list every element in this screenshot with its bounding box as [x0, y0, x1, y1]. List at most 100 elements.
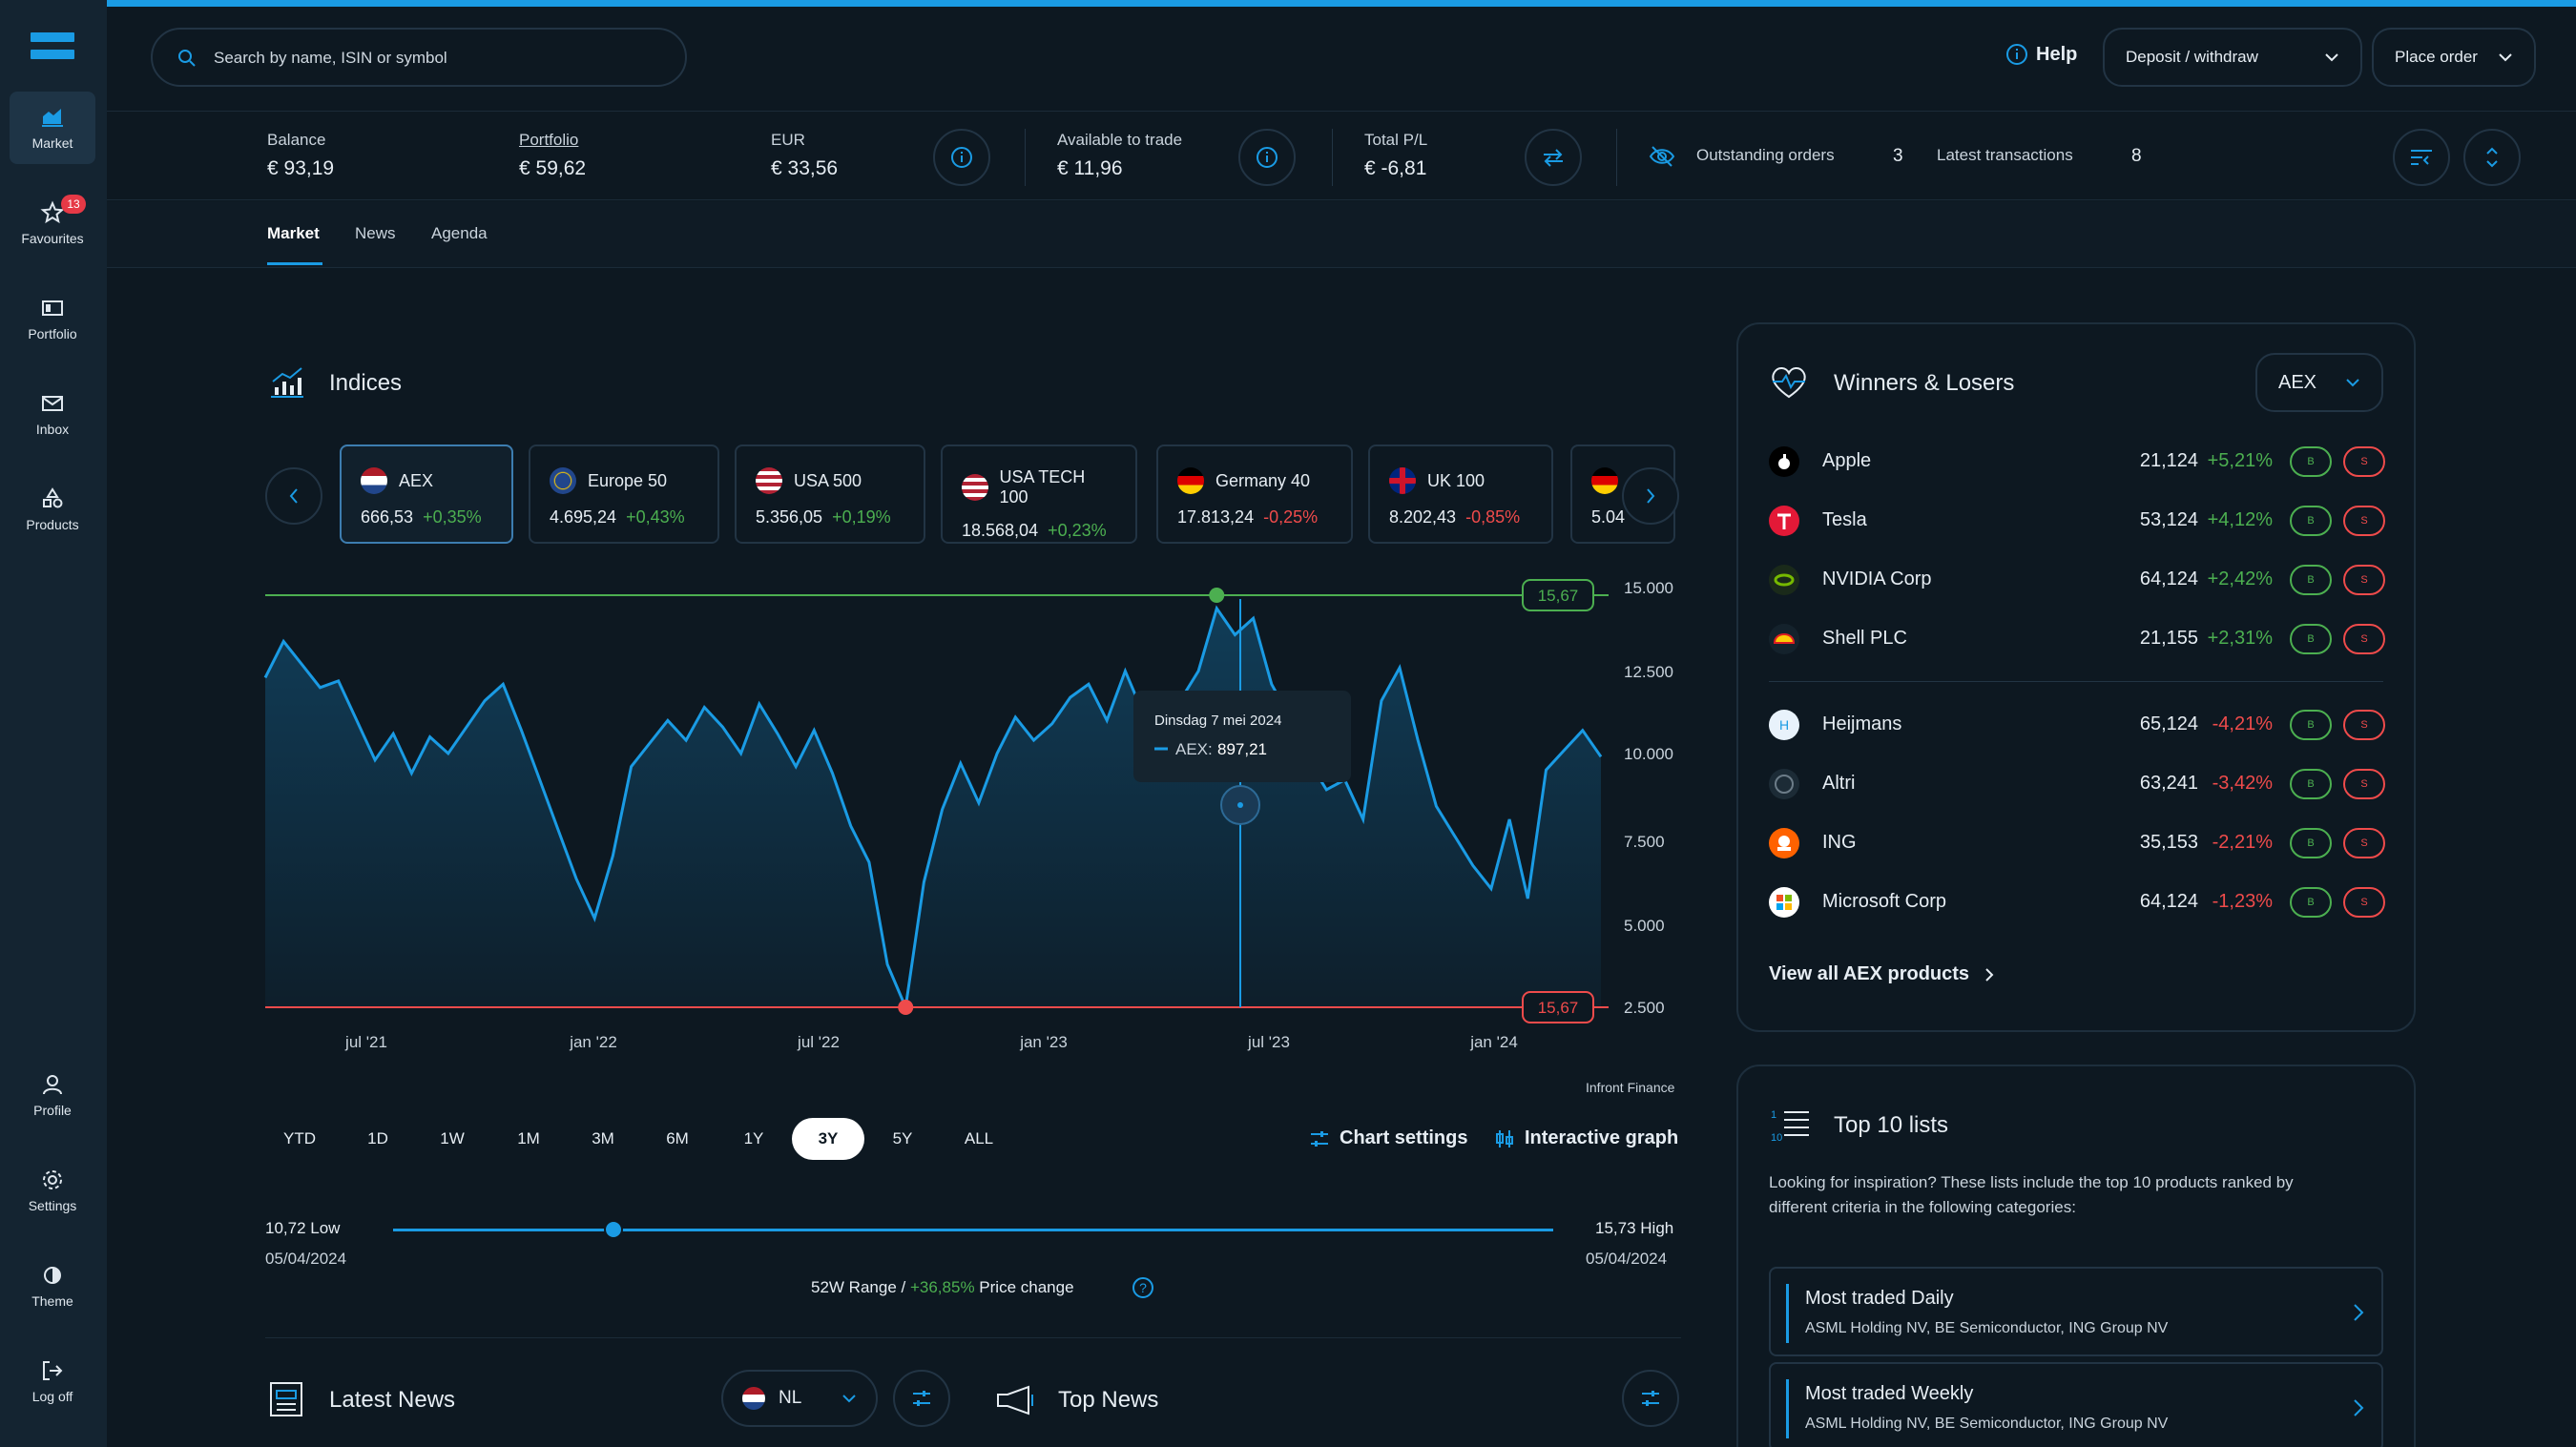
nl-flag-icon — [742, 1387, 765, 1410]
winner-row-shell[interactable]: Shell PLC 21,155 +2,31% B S — [1769, 620, 2385, 658]
portfolio-link[interactable]: Portfolio — [519, 131, 579, 149]
help-button[interactable]: Help — [2005, 43, 2077, 66]
winner-row-tesla[interactable]: Tesla 53,124 +4,12% B S — [1769, 502, 2385, 540]
list-most-traded-weekly[interactable]: Most traded Weekly ASML Holding NV, BE S… — [1769, 1362, 2383, 1447]
buy-button[interactable]: B — [2290, 565, 2332, 595]
sidebar-item-products[interactable]: Products — [10, 473, 95, 546]
sell-button[interactable]: S — [2343, 446, 2385, 477]
index-card-germany-40[interactable]: Germany 40 17.813,24 -0,25% — [1156, 444, 1353, 544]
stock-price: 63,241 — [2139, 773, 2198, 794]
sidebar-item-logoff[interactable]: Log off — [10, 1345, 95, 1417]
range-3m[interactable]: 3M — [592, 1129, 614, 1147]
altri-icon — [1769, 769, 1799, 799]
tab-market[interactable]: Market — [267, 224, 320, 242]
list-most-traded-daily[interactable]: Most traded Daily ASML Holding NV, BE Se… — [1769, 1267, 2383, 1356]
sell-button[interactable]: S — [2343, 624, 2385, 654]
range-1w[interactable]: 1W — [440, 1129, 465, 1147]
latest-transactions[interactable]: Latest transactions — [1937, 146, 2073, 165]
range-1d[interactable]: 1D — [367, 1129, 388, 1147]
sidebar-item-theme[interactable]: Theme — [10, 1250, 95, 1322]
indices-prev-button[interactable] — [265, 467, 322, 525]
buy-button[interactable]: B — [2290, 887, 2332, 918]
loser-row-microsoft[interactable]: Microsoft Corp 64,124 -1,23% B S — [1769, 883, 2385, 921]
index-card-aex[interactable]: AEX 666,53 +0,35% — [340, 444, 513, 544]
buy-button[interactable]: B — [2290, 710, 2332, 740]
stock-price: 21,124 — [2139, 450, 2198, 471]
sell-button[interactable]: S — [2343, 887, 2385, 918]
market-select[interactable]: AEX — [2255, 353, 2383, 412]
pl-value: € -6,81 — [1364, 157, 1427, 179]
available-value: € 11,96 — [1057, 157, 1123, 179]
buy-button[interactable]: B — [2290, 624, 2332, 654]
deposit-withdraw-dropdown[interactable]: Deposit / withdraw — [2103, 28, 2362, 87]
range-1y[interactable]: 1Y — [743, 1129, 764, 1147]
tab-news[interactable]: News — [355, 224, 396, 242]
filter-list-button[interactable] — [2393, 129, 2450, 186]
loser-row-heijmans[interactable]: H Heijmans 65,124 -4,21% B S — [1769, 706, 2385, 744]
latest-news-title: Latest News — [329, 1387, 456, 1413]
range-price-change: +36,85% — [909, 1278, 975, 1296]
view-all-link[interactable]: View all AEX products — [1769, 963, 1994, 985]
loser-row-ing[interactable]: ING 35,153 -2,21% B S — [1769, 824, 2385, 862]
country-select[interactable]: NL — [721, 1370, 878, 1427]
stock-change: +4,12% — [2207, 509, 2273, 530]
range-1m[interactable]: 1M — [517, 1129, 540, 1147]
winner-row-nvidia[interactable]: NVIDIA Corp 64,124 +2,42% B S — [1769, 561, 2385, 599]
latest-news-filter-button[interactable] — [893, 1370, 950, 1427]
help-circle-icon[interactable]: ? — [1132, 1276, 1154, 1299]
sidebar-item-profile[interactable]: Profile — [10, 1059, 95, 1131]
sell-button[interactable]: S — [2343, 506, 2385, 536]
tab-agenda[interactable]: Agenda — [431, 224, 488, 242]
swap-button[interactable] — [1525, 129, 1582, 186]
winner-row-apple[interactable]: Apple 21,124 +5,21% B S — [1769, 443, 2385, 481]
top10-title: Top 10 lists — [1834, 1112, 1949, 1138]
country-label: NL — [779, 1388, 802, 1408]
outstanding-orders[interactable]: Outstanding orders — [1696, 146, 1835, 165]
index-price-chart[interactable]: 15,67 15,67 15.000 12.500 10.000 7.500 5.000… — [258, 572, 1689, 1068]
buy-button[interactable]: B — [2290, 769, 2332, 799]
sell-button[interactable]: S — [2343, 710, 2385, 740]
index-card-uk-100[interactable]: UK 100 8.202,43 -0,85% — [1368, 444, 1553, 544]
range-caption-suffix: Price change — [979, 1278, 1074, 1296]
sell-button[interactable]: S — [2343, 828, 2385, 858]
index-card-partial[interactable]: 5.04 — [1570, 444, 1675, 544]
sidebar-item-settings[interactable]: Settings — [10, 1154, 95, 1227]
eur-info-button[interactable] — [933, 129, 990, 186]
buy-button[interactable]: B — [2290, 446, 2332, 477]
range-all[interactable]: ALL — [964, 1129, 994, 1147]
buy-button[interactable]: B — [2290, 828, 2332, 858]
sidebar-item-portfolio[interactable]: Portfolio — [10, 282, 95, 355]
expand-button[interactable] — [2463, 129, 2521, 186]
place-order-dropdown[interactable]: Place order — [2372, 28, 2536, 87]
sell-button[interactable]: S — [2343, 565, 2385, 595]
range-6m[interactable]: 6M — [666, 1129, 689, 1147]
brand-logo[interactable] — [31, 32, 74, 59]
hide-eye-icon[interactable] — [1649, 144, 1675, 169]
index-card-usa-tech-100[interactable]: USA TECH 100 18.568,04 +0,23% — [941, 444, 1137, 544]
interactive-graph-button[interactable]: Interactive graph — [1494, 1127, 1678, 1149]
chart-settings-button[interactable]: Chart settings — [1309, 1127, 1467, 1149]
range-5y[interactable]: 5Y — [892, 1129, 913, 1147]
range-slider-knob[interactable] — [604, 1220, 624, 1239]
de-flag-icon — [1591, 467, 1618, 494]
range-3y[interactable]: 3Y — [792, 1118, 864, 1160]
sell-button[interactable]: S — [2343, 769, 2385, 799]
index-card-usa-500[interactable]: USA 500 5.356,05 +0,19% — [735, 444, 925, 544]
sidebar-item-market[interactable]: Market — [10, 92, 95, 164]
pl-label: Total P/L — [1364, 131, 1428, 149]
sidebar-item-inbox[interactable]: Inbox — [10, 378, 95, 450]
sidebar-item-label: Inbox — [35, 422, 70, 437]
available-info-button[interactable] — [1238, 129, 1296, 186]
ing-icon — [1769, 828, 1799, 858]
top-news-filter-button[interactable] — [1622, 1370, 1679, 1427]
portfolio-stat[interactable]: Portfolio € 59,62 — [519, 131, 586, 180]
indices-next-button[interactable] — [1622, 467, 1679, 525]
loser-row-altri[interactable]: Altri 63,241 -3,42% B S — [1769, 765, 2385, 803]
buy-button[interactable]: B — [2290, 506, 2332, 536]
range-ytd[interactable]: YTD — [283, 1129, 316, 1147]
index-card-europe-50[interactable]: Europe 50 4.695,24 +0,43% — [529, 444, 719, 544]
megaphone-icon — [997, 1385, 1033, 1416]
x-tick-label: jan '22 — [569, 1033, 617, 1051]
search-input[interactable]: Search by name, ISIN or symbol — [151, 28, 687, 87]
sidebar-item-favourites[interactable]: 13 Favourites — [10, 187, 95, 259]
